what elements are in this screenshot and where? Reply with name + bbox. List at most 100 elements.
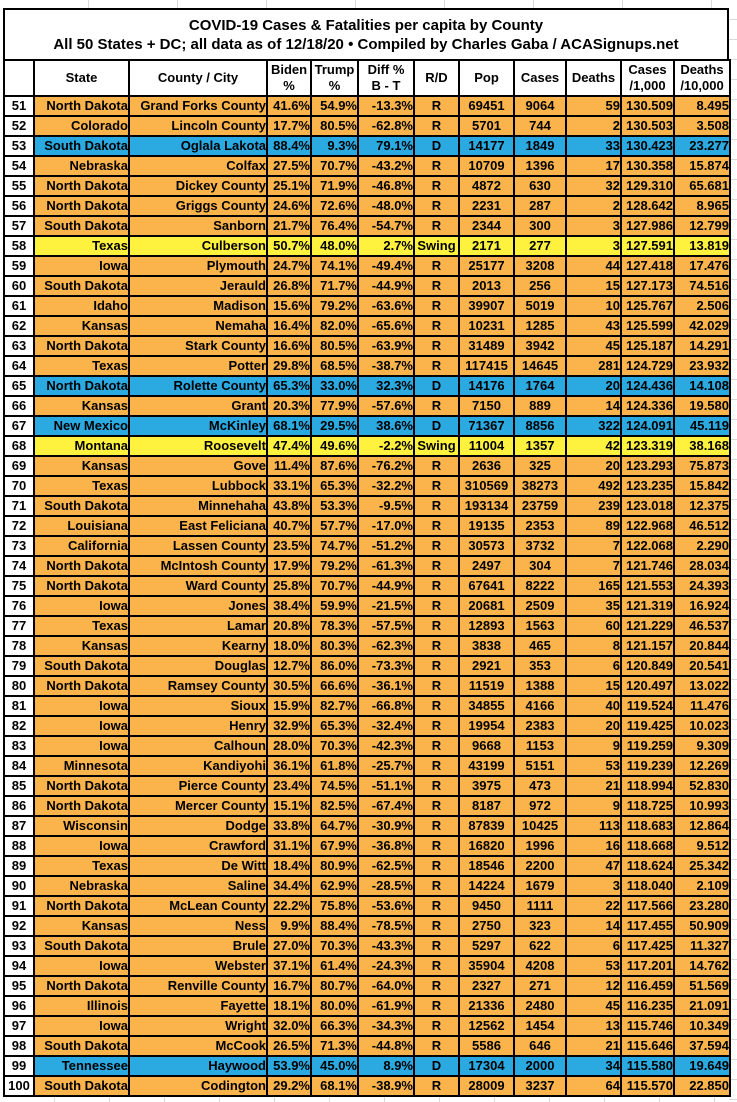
cell-deaths: 21 [565,775,622,797]
cell-deaths: 20 [565,715,622,737]
table-row: 66 Kansas Grant 20.3% 77.9% -57.6% R 7150 889 14 1… [3,395,731,417]
cell-county: East Feliciana [128,515,268,537]
cell-biden-pct: 24.7% [266,255,312,277]
cell-cases-per-1000: 125.767 [620,295,675,317]
cell-party: R [413,575,460,597]
cell-state: New Mexico [33,415,130,437]
cell-county: Madison [128,295,268,317]
cell-state: Iowa [33,1015,130,1037]
cell-deaths-per-10000: 23.277 [673,135,731,157]
cell-cases: 300 [513,215,567,237]
cell-county: Culberson [128,235,268,257]
cell-pop: 87839 [458,815,515,837]
cell-cases: 2000 [513,1055,567,1077]
cell-county: Wright [128,1015,268,1037]
cell-trump-pct: 78.3% [310,615,359,637]
cell-party: R [413,955,460,977]
cell-party: R [413,95,460,117]
table-row: 87 Wisconsin Dodge 33.8% 64.7% -30.9% R 87839 10… [3,815,731,837]
cell-pop: 117415 [458,355,515,377]
cell-trump-pct: 49.6% [310,435,359,457]
cell-county: Lamar [128,615,268,637]
cell-state: Kansas [33,635,130,657]
cell-rank: 90 [3,875,35,897]
cell-trump-pct: 29.5% [310,415,359,437]
cell-party: Swing [413,435,460,457]
cell-pop: 43199 [458,755,515,777]
cell-diff-pct: -28.5% [357,875,415,897]
cell-diff-pct: -63.6% [357,295,415,317]
county-table: State County / City Biden% Trump% Diff % B - … [3,59,731,1097]
table-row: 58 Texas Culberson 50.7% 48.0% 2.7% Swing 2171 2… [3,235,731,257]
cell-trump-pct: 71.9% [310,175,359,197]
cell-county: Plymouth [128,255,268,277]
cell-state: Louisiana [33,515,130,537]
cell-cases: 1153 [513,735,567,757]
table-row: 88 Iowa Crawford 31.1% 67.9% -36.8% R 16820 1996… [3,835,731,857]
cell-deaths-per-10000: 2.290 [673,535,731,557]
cell-pop: 30573 [458,535,515,557]
cell-pop: 2921 [458,655,515,677]
cell-county: Fayette [128,995,268,1017]
cell-deaths: 47 [565,855,622,877]
sheet-gridlines-right [729,0,737,1102]
cell-deaths-per-10000: 2.109 [673,875,731,897]
cell-party: R [413,355,460,377]
cell-deaths: 281 [565,355,622,377]
cell-county: Codington [128,1075,268,1097]
cell-diff-pct: 32.3% [357,375,415,397]
cell-deaths-per-10000: 50.909 [673,915,731,937]
table-row: 61 Idaho Madison 15.6% 79.2% -63.6% R 39907 5019… [3,295,731,317]
table-row: 95 North Dakota Renville County 16.7% 80.7% -… [3,975,731,997]
cell-county: Pierce County [128,775,268,797]
cell-biden-pct: 65.3% [266,375,312,397]
cell-party: R [413,915,460,937]
cell-trump-pct: 70.3% [310,935,359,957]
column-header-pop: Pop [458,59,515,97]
cell-cases: 3942 [513,335,567,357]
cell-deaths: 21 [565,1035,622,1057]
cell-deaths: 40 [565,695,622,717]
table-row: 69 Kansas Gove 11.4% 87.6% -76.2% R 2636 325 20 12… [3,455,731,477]
cell-trump-pct: 68.1% [310,1075,359,1097]
cell-cases: 5019 [513,295,567,317]
cell-diff-pct: -32.4% [357,715,415,737]
cell-biden-pct: 68.1% [266,415,312,437]
cell-biden-pct: 22.2% [266,895,312,917]
cell-trump-pct: 65.3% [310,475,359,497]
cell-rank: 71 [3,495,35,517]
column-header-biden-pct: Biden% [266,59,312,97]
cell-county: Jones [128,595,268,617]
cell-diff-pct: -25.7% [357,755,415,777]
cell-county: Lubbock [128,475,268,497]
cell-cases: 972 [513,795,567,817]
cell-pop: 12893 [458,615,515,637]
cell-cases-per-1000: 130.509 [620,95,675,117]
cell-diff-pct: -51.1% [357,775,415,797]
cell-cases: 2200 [513,855,567,877]
cell-pop: 21336 [458,995,515,1017]
cell-state: Kansas [33,315,130,337]
column-header-deaths: Deaths [565,59,622,97]
cell-cases-per-1000: 122.968 [620,515,675,537]
cell-diff-pct: -78.5% [357,915,415,937]
cell-party: R [413,595,460,617]
cell-party: R [413,635,460,657]
cell-biden-pct: 23.4% [266,775,312,797]
cell-state: North Dakota [33,675,130,697]
cell-deaths-per-10000: 15.874 [673,155,731,177]
cell-deaths: 14 [565,915,622,937]
cell-deaths: 89 [565,515,622,537]
table-row: 89 Texas De Witt 18.4% 80.9% -62.5% R 18546 2200… [3,855,731,877]
cell-diff-pct: -21.5% [357,595,415,617]
cell-deaths-per-10000: 23.280 [673,895,731,917]
cell-biden-pct: 24.6% [266,195,312,217]
cell-deaths-per-10000: 9.309 [673,735,731,757]
cell-trump-pct: 70.7% [310,575,359,597]
cell-state: South Dakota [33,1075,130,1097]
cell-trump-pct: 68.5% [310,355,359,377]
cell-trump-pct: 76.4% [310,215,359,237]
cell-deaths: 3 [565,875,622,897]
cell-party: D [413,415,460,437]
